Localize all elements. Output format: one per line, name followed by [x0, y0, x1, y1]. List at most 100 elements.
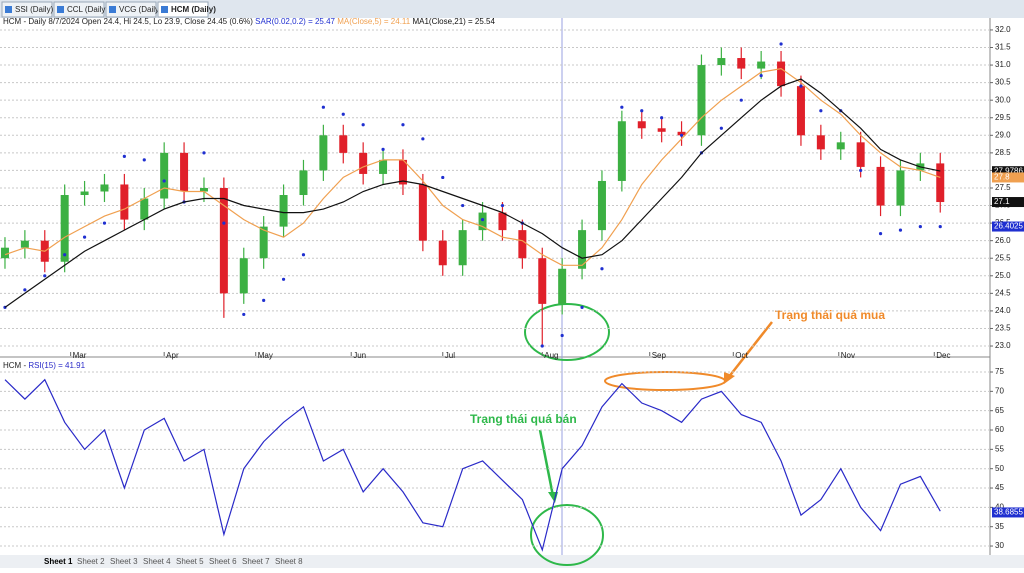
candle-body — [597, 180, 606, 231]
y-tick-label: 28.5 — [995, 148, 1011, 157]
tab-label: VCG (Daily) — [119, 5, 162, 14]
y-tick-label: 75 — [995, 367, 1004, 376]
x-tick-label: Nov — [841, 351, 855, 360]
sheet-tab[interactable]: Sheet 4 — [143, 557, 171, 566]
sheet-tab[interactable]: Sheet 7 — [242, 557, 270, 566]
sar-dot — [321, 105, 325, 109]
tab-label: CCL (Daily) — [67, 5, 108, 14]
tab-icon — [109, 6, 116, 13]
series-line — [4, 67, 941, 266]
tab[interactable] — [105, 1, 157, 18]
candle-body — [856, 142, 865, 167]
annotation: Trạng thái quá bán — [470, 412, 577, 426]
candle-body — [199, 187, 208, 192]
sar-dot — [739, 98, 743, 102]
price-tag-label: 27.8 — [994, 173, 1010, 182]
x-tick-label: May — [258, 351, 273, 360]
candle-body — [398, 159, 407, 185]
sar-dot — [600, 267, 604, 271]
sar-dot — [381, 147, 385, 151]
tab-icon — [5, 6, 12, 13]
header-part: RSI(15) = 41.91 — [28, 361, 85, 370]
sar-dot — [660, 116, 664, 120]
candle-body — [498, 212, 507, 231]
y-tick-label: 29.5 — [995, 113, 1011, 122]
x-tick-label: Mar — [73, 351, 87, 360]
sheet-tab[interactable]: Sheet 5 — [176, 557, 204, 566]
y-tick-label: 50 — [995, 464, 1004, 473]
oversold-circle — [524, 303, 610, 361]
y-tick-label: 25.5 — [995, 253, 1011, 262]
x-tick-label: Oct — [735, 351, 748, 360]
sar-dot — [301, 253, 306, 257]
price-tag — [992, 507, 1024, 518]
candle-body — [896, 170, 905, 206]
tab[interactable] — [1, 1, 53, 18]
candle-body — [836, 142, 845, 150]
candle-body — [518, 230, 527, 259]
candle-body — [558, 268, 567, 304]
sar-dot — [759, 73, 763, 78]
sar-dot — [102, 221, 107, 225]
price-tag — [992, 166, 1024, 177]
candle-body — [737, 58, 746, 69]
candle-body — [339, 135, 348, 153]
candle-body — [936, 163, 945, 203]
candle-body — [657, 128, 666, 132]
tab-label: HCM (Daily) — [171, 5, 216, 14]
annotation-arrow — [538, 429, 555, 497]
candle-body — [120, 184, 129, 220]
candle-body — [160, 152, 169, 199]
tab[interactable] — [53, 1, 105, 18]
candle-body — [359, 152, 368, 174]
sar-dot — [938, 225, 942, 229]
candle-body — [100, 184, 109, 192]
y-tick-label: 31.5 — [995, 43, 1011, 52]
sar-dot — [500, 203, 505, 208]
sheet-tab[interactable]: Sheet 6 — [209, 557, 237, 566]
candle-body — [578, 230, 587, 269]
candle-body — [299, 170, 308, 196]
y-tick-label: 23.0 — [995, 341, 1011, 350]
sar-dot — [122, 154, 126, 158]
sheet-tab[interactable]: Sheet 3 — [110, 557, 138, 566]
sheet-tab[interactable]: Sheet 1 — [44, 557, 73, 566]
sar-dot — [421, 137, 425, 141]
sar-dot — [222, 221, 226, 225]
y-tick-label: 25.0 — [995, 271, 1011, 280]
sar-dot — [819, 109, 823, 113]
sheet-tab[interactable]: Sheet 8 — [275, 557, 303, 566]
candle-body — [80, 191, 89, 196]
overbought-ellipse — [604, 371, 726, 391]
y-tick-label: 60 — [995, 425, 1004, 434]
candle-body — [617, 121, 626, 181]
candle-body — [140, 198, 149, 220]
sar-dot — [281, 277, 286, 281]
y-tick-label: 24.5 — [995, 288, 1011, 297]
price-tag-label: 26.4025 — [994, 222, 1023, 231]
candle-body — [259, 226, 268, 259]
sar-dot — [540, 344, 544, 348]
sar-dot — [23, 288, 27, 292]
candle-body — [796, 86, 805, 136]
sar-dot — [461, 203, 465, 208]
sheet-tab[interactable]: Sheet 2 — [77, 557, 105, 566]
price-tag — [992, 197, 1024, 208]
sar-dot — [878, 232, 883, 236]
candle-body — [239, 258, 248, 294]
x-tick-label: Aug — [544, 351, 558, 360]
candle-body — [538, 258, 547, 304]
sar-dot — [202, 151, 206, 155]
y-tick-label: 35 — [995, 522, 1004, 531]
tab-icon — [57, 6, 64, 13]
price-tag-label: 27.9786 — [994, 166, 1023, 175]
header-part: HCM - — [3, 361, 26, 370]
candle-body — [0, 247, 9, 259]
sar-dot — [679, 133, 684, 137]
x-tick-label: Jul — [445, 351, 455, 360]
tab[interactable] — [157, 1, 209, 18]
candle-body — [697, 65, 706, 136]
candle-body — [20, 240, 29, 248]
